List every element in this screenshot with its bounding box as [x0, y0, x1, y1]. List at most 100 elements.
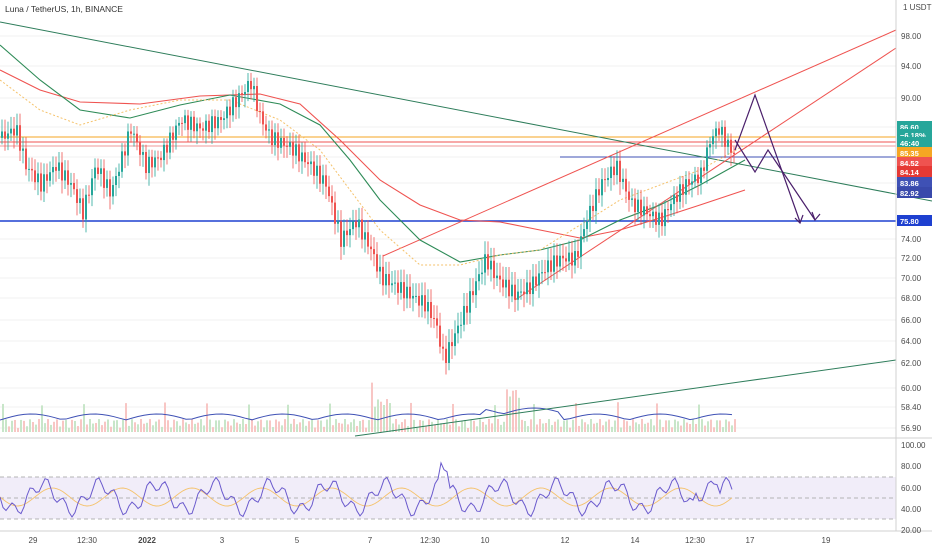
rsi-signal-line	[0, 487, 733, 507]
candle-body	[436, 318, 438, 326]
volume-bar	[254, 425, 256, 432]
candle-body	[388, 274, 390, 286]
candle-body	[733, 152, 735, 155]
volume-bar	[2, 403, 4, 432]
candle-body	[88, 194, 90, 196]
candle-body	[373, 249, 375, 255]
candle-body	[322, 175, 324, 184]
volume-bar	[260, 419, 262, 432]
candle-body	[385, 274, 387, 286]
time-tick-label: 12	[561, 536, 570, 545]
candle-body	[394, 282, 396, 284]
candle-body	[445, 348, 447, 363]
candle-body	[595, 189, 597, 212]
candle-body	[541, 272, 543, 274]
volume-bar	[188, 424, 190, 432]
volume-bar	[95, 422, 97, 432]
candle-body	[469, 291, 471, 313]
volume-bar	[671, 427, 673, 432]
volume-bar	[461, 420, 463, 432]
volume-bar	[44, 423, 46, 432]
candle-body	[160, 157, 162, 161]
volume-bars	[0, 382, 736, 432]
candle-body	[286, 145, 288, 147]
volume-bar	[122, 419, 124, 432]
candle-body	[298, 144, 300, 162]
candle-body	[421, 295, 423, 306]
time-tick-label: 12:30	[685, 536, 706, 545]
price-tick-label: 66.00	[901, 316, 922, 325]
volume-bar	[494, 405, 496, 432]
candle-body	[103, 168, 105, 188]
volume-bar	[236, 422, 238, 432]
candle-body	[25, 148, 27, 170]
candle-body	[703, 167, 705, 171]
volume-bar	[701, 419, 703, 432]
candle-body	[115, 175, 117, 186]
volume-bar	[413, 419, 415, 432]
price-tick-label: 74.00	[901, 235, 922, 244]
candle-body	[295, 144, 297, 156]
candle-body	[232, 97, 234, 116]
price-tick-label: 72.00	[901, 254, 922, 263]
candle-body	[370, 246, 372, 250]
volume-bar	[521, 419, 523, 432]
volume-bar	[365, 427, 367, 432]
candle-body	[19, 125, 21, 151]
volume-bar	[398, 424, 400, 432]
volume-bar	[713, 427, 715, 432]
volume-bar	[347, 424, 349, 432]
volume-bar	[680, 425, 682, 432]
candle-body	[61, 162, 63, 181]
candle-body	[145, 152, 147, 174]
projection-arrow-a	[734, 93, 801, 223]
volume-bar	[416, 427, 418, 432]
volume-bar	[485, 424, 487, 432]
price-tick-label: 56.90	[901, 424, 922, 433]
candle-body	[28, 168, 30, 170]
candle-body	[514, 284, 516, 300]
volume-bar	[143, 423, 145, 432]
volume-bar	[89, 419, 91, 432]
volume-bar	[440, 423, 442, 432]
horizontal-levels	[0, 136, 896, 222]
volume-bar	[281, 425, 283, 432]
candle-body	[583, 229, 585, 237]
candle-body	[130, 131, 132, 134]
candle-body	[697, 174, 699, 184]
volume-bar	[29, 419, 31, 432]
volume-bar	[668, 420, 670, 432]
candle-body	[700, 167, 702, 184]
volume-bar	[395, 419, 397, 432]
volume-bar	[542, 423, 544, 432]
candle-body	[328, 186, 330, 197]
candle-body	[64, 170, 66, 181]
candle-body	[376, 254, 378, 272]
candle-body	[352, 221, 354, 230]
volume-bar	[488, 419, 490, 432]
volume-bar	[455, 419, 457, 432]
volume-bar	[536, 424, 538, 432]
volume-bar	[704, 425, 706, 432]
volume-bar	[641, 419, 643, 432]
volume-bar	[272, 427, 274, 432]
volume-bar	[533, 404, 535, 432]
candle-body	[637, 199, 639, 213]
candle-body	[619, 160, 621, 182]
volume-bar	[212, 427, 214, 432]
volume-bar	[362, 419, 364, 432]
candle-body	[544, 272, 546, 274]
candle-body	[688, 179, 690, 185]
grid	[0, 35, 896, 429]
time-tick-label: 10	[481, 536, 490, 545]
volume-bar	[257, 421, 259, 432]
candle-body	[283, 137, 285, 146]
candle-body	[625, 178, 627, 192]
candle-body	[241, 93, 243, 95]
volume-bar	[221, 427, 223, 432]
volume-bar	[179, 425, 181, 432]
candle-body	[343, 230, 345, 247]
volume-bar	[119, 427, 121, 432]
candle-body	[208, 120, 210, 133]
